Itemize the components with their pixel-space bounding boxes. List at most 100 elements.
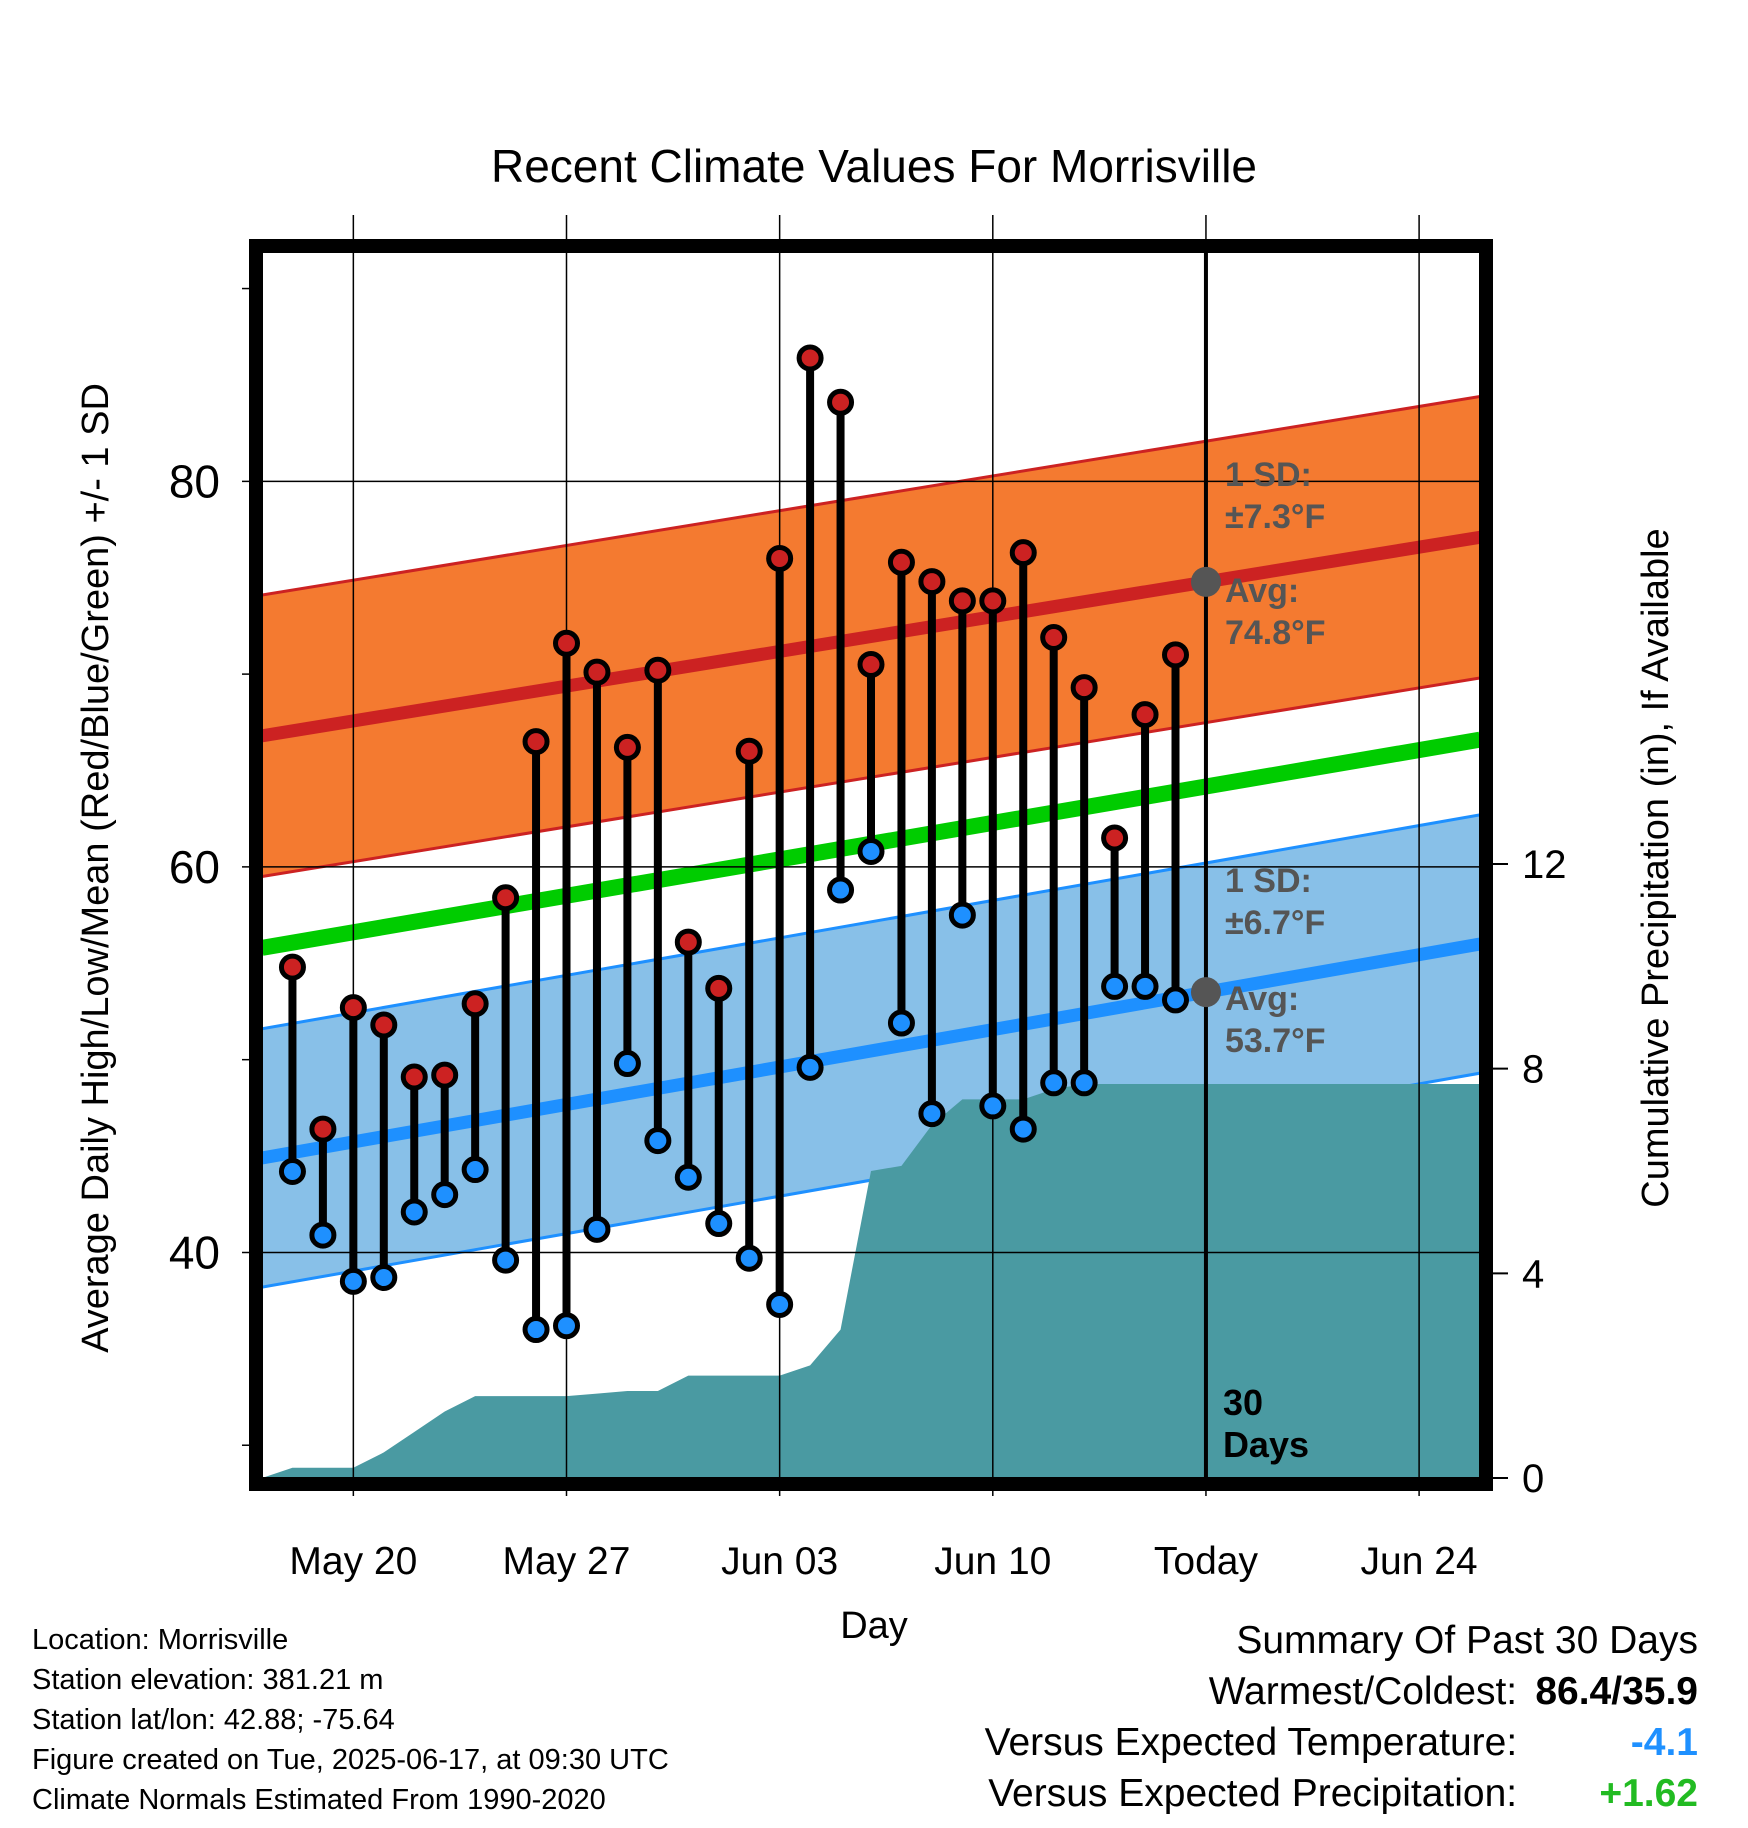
daily-high-point [339,994,367,1022]
latlon-text: Station lat/lon: 42.88; -75.64 [32,1704,395,1736]
daily-high-point [400,1063,428,1091]
daily-low-point [492,1246,520,1274]
daily-high-point [278,953,306,981]
y-tick-label: 80 [169,455,220,507]
daily-low-point [1040,1069,1068,1097]
daily-high-point [796,344,824,372]
daily-low-point [1070,1069,1098,1097]
y2-tick-label: 8 [1522,1048,1544,1092]
daily-high-point [461,990,489,1018]
daily-high-point [309,1115,337,1143]
elevation-text: Station elevation: 381.21 m [32,1664,384,1696]
daily-high-point [735,737,763,765]
y2-tick-label: 4 [1522,1252,1544,1296]
temp-value: -4.1 [1630,1721,1698,1764]
low-sd-value: ±6.7°F [1225,904,1325,942]
precip-row: Versus Expected Precipitation: +1.62 [985,1768,1698,1819]
window-length-unit: Days [1223,1424,1309,1465]
daily-low-point [613,1050,641,1078]
daily-high-point [705,974,733,1002]
daily-low-point [278,1157,306,1185]
normal-low-line [262,937,1480,1165]
daily-low-point [522,1316,550,1344]
precip-value: +1.62 [1599,1772,1698,1815]
daily-low-point [918,1100,946,1128]
daily-high-point [492,884,520,912]
daily-low-point [370,1264,398,1292]
daily-low-point [583,1215,611,1243]
daily-high-point [887,548,915,576]
x-tick-label: Jun 24 [1361,1540,1478,1583]
daily-low-point [644,1127,672,1155]
y-tick-label: 40 [169,1226,220,1278]
daily-high-point [979,587,1007,615]
x-tick-label: Today [1154,1540,1259,1583]
daily-low-point [431,1181,459,1209]
low-avg-value: 53.7°F [1225,1022,1326,1060]
daily-high-point [522,728,550,756]
daily-low-point [948,901,976,929]
x-tick-label: May 20 [289,1540,417,1583]
daily-high-point [1131,701,1159,729]
daily-low-point [827,876,855,904]
x-axis-label: Day [840,1605,908,1647]
station-info: Location: Morrisville Station elevation:… [32,1620,669,1820]
today-high-normal-marker [1190,566,1221,597]
daily-high-point [1009,539,1037,567]
normal-high-line [262,530,1480,743]
today-low-normal-marker [1190,977,1221,1008]
created-text: Figure created on Tue, 2025-06-17, at 09… [32,1744,669,1776]
daily-low-point [887,1009,915,1037]
daily-low-point [735,1244,763,1272]
daily-high-point [766,544,794,572]
daily-low-point [705,1210,733,1238]
high-sd-label: 1 SD: [1225,456,1312,494]
daily-low-point [1009,1115,1037,1143]
daily-low-point [1131,972,1159,1000]
daily-low-point [309,1221,337,1249]
location-text: Location: Morrisville [32,1624,289,1656]
daily-low-point [766,1290,794,1318]
daily-high-point [1101,824,1129,852]
x-tick-label: Jun 10 [934,1540,1051,1583]
cumulative-precip-area [262,1084,1480,1478]
daily-high-point [370,1011,398,1039]
daily-high-point [1070,674,1098,702]
daily-low-point [674,1163,702,1191]
low-sd-label: 1 SD: [1225,862,1312,900]
daily-low-point [400,1198,428,1226]
daily-low-point [553,1312,580,1340]
warm-cold-label: Warmest/Coldest: [1208,1670,1518,1713]
daily-high-point [857,650,885,678]
low-avg-label: Avg: [1225,980,1299,1018]
high-avg-value: 74.8°F [1225,614,1326,652]
daily-high-point [827,388,855,416]
high-sd-band-upper-edge [262,395,1480,597]
precip-label: Versus Expected Precipitation: [988,1772,1518,1815]
daily-low-point [461,1156,489,1184]
y2-tick-label: 0 [1522,1457,1544,1501]
x-tick-label: May 27 [503,1540,631,1583]
daily-low-point [796,1053,824,1081]
summary-title: Summary Of Past 30 Days [1236,1619,1698,1662]
temp-row: Versus Expected Temperature: -4.1 [985,1717,1698,1768]
high-sd-value: ±7.3°F [1225,498,1325,536]
y-tick-label: 60 [169,841,220,893]
warm-cold-row: Warmest/Coldest: 86.4/35.9 [985,1666,1698,1717]
window-length-number: 30 [1223,1382,1263,1423]
daily-high-point [1162,641,1189,669]
daily-high-point [918,568,946,596]
high-avg-label: Avg: [1225,572,1299,610]
low-sd-band-upper-edge [262,813,1480,1031]
daily-low-point [339,1267,367,1295]
daily-high-point [613,733,641,761]
y2-axis-label: Cumulative Precipitation (in), If Availa… [1635,528,1677,1207]
daily-high-point [583,658,611,686]
daily-high-point [1040,623,1068,651]
daily-high-point [644,656,672,684]
y2-tick-label: 12 [1522,843,1567,887]
warm-cold-value: 86.4/35.9 [1535,1670,1698,1713]
daily-high-point [674,928,702,956]
summary-panel: Summary Of Past 30 Days Warmest/Coldest:… [985,1615,1698,1819]
